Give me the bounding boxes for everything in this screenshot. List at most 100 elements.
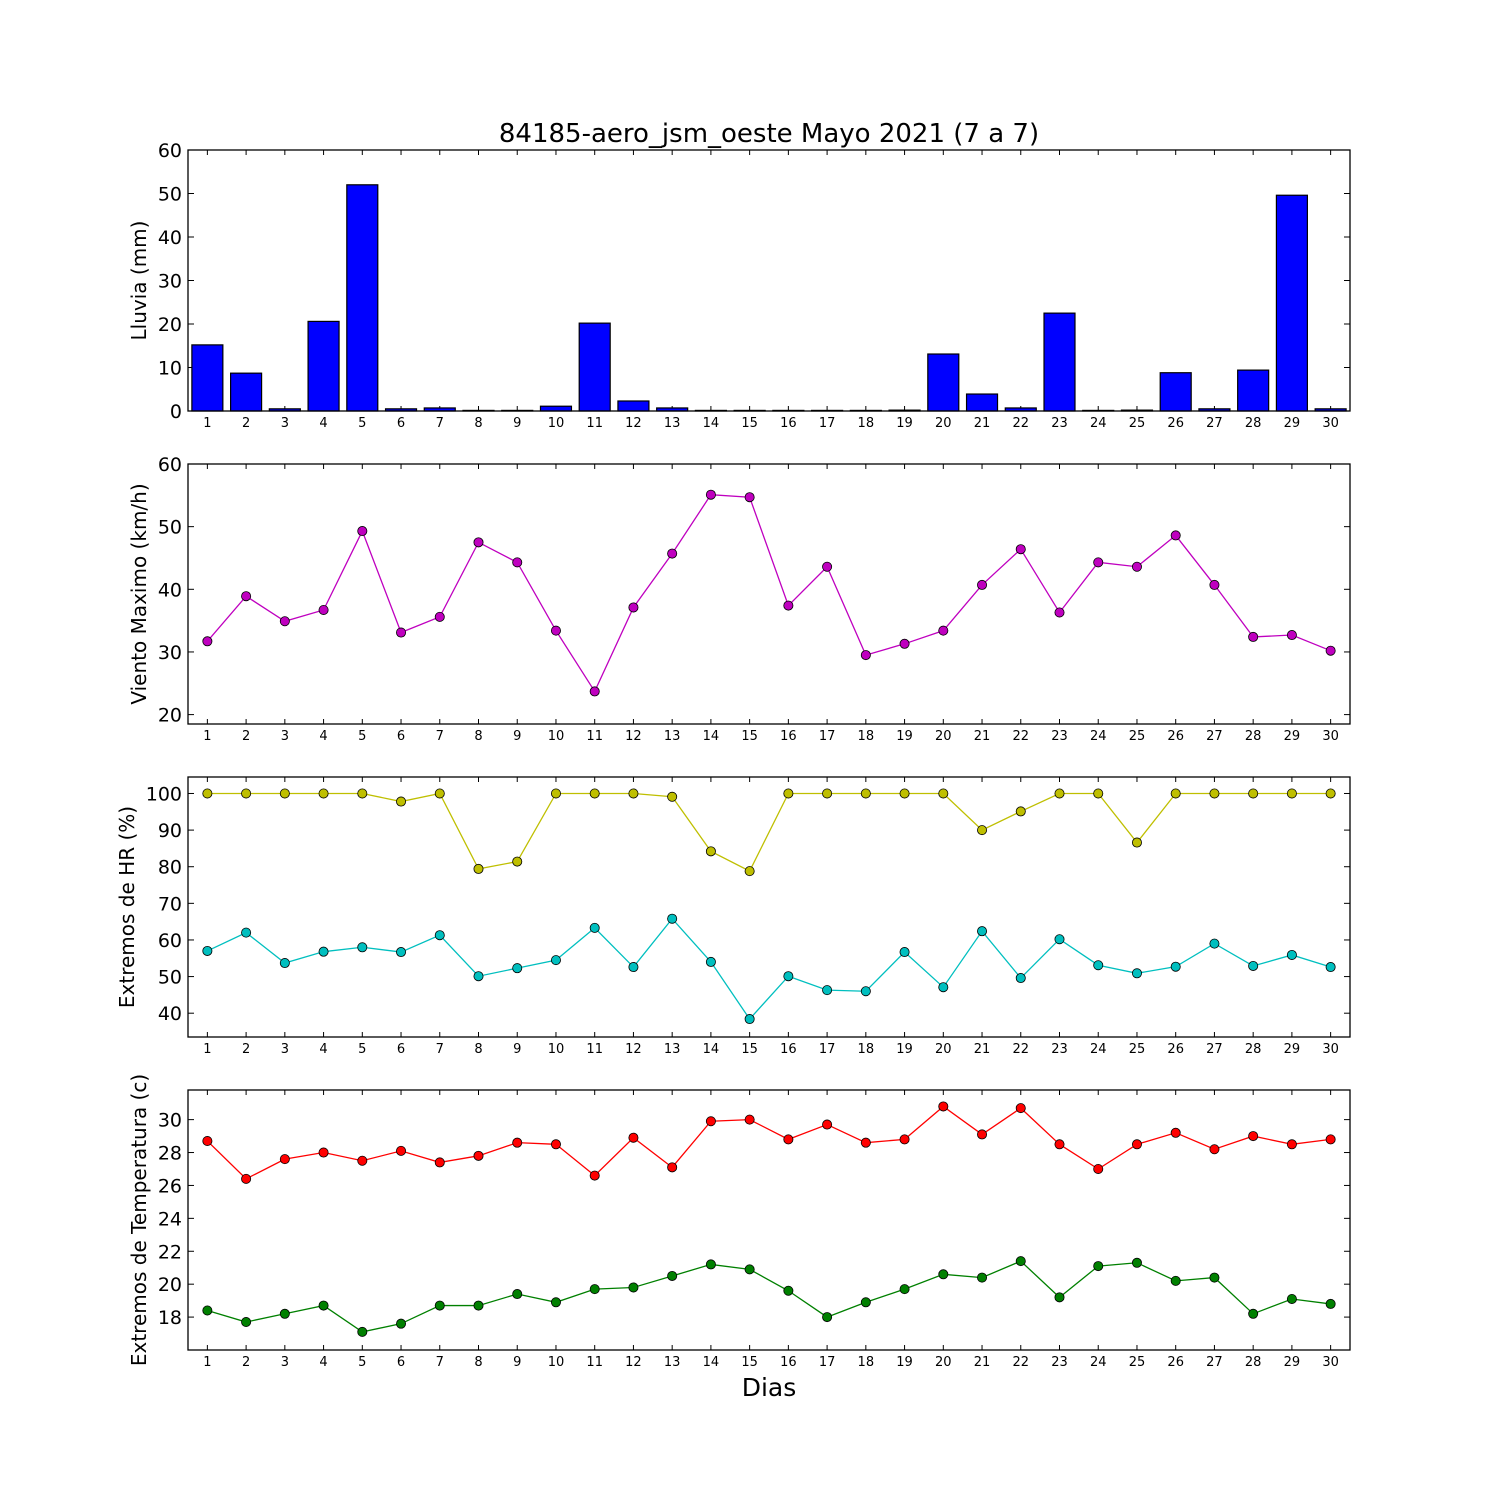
temperature-ytick-label: 18 bbox=[158, 1307, 182, 1329]
wind-ytick-label: 60 bbox=[158, 454, 182, 476]
temperature-xtick-label: 18 bbox=[858, 1355, 875, 1370]
humidity-xtick-label: 11 bbox=[586, 1042, 603, 1057]
wind-xtick-label: 23 bbox=[1051, 729, 1068, 744]
temperature-axes-frame bbox=[187, 1089, 1351, 1351]
humidity-series-1-point bbox=[357, 942, 368, 953]
temperature-series-0-point bbox=[822, 1119, 833, 1130]
temperature-xtick-label: 15 bbox=[741, 1355, 758, 1370]
wind-xtick-label: 14 bbox=[703, 729, 720, 744]
wind-ytick-label: 30 bbox=[158, 642, 182, 664]
temperature-series-1-point bbox=[1286, 1293, 1297, 1304]
humidity-ytick-label: 100 bbox=[146, 783, 182, 805]
temperature-y-axis-label: Extremos de Temperatura (c) bbox=[127, 1074, 151, 1366]
humidity-series-1-point bbox=[512, 963, 523, 974]
rain-bar bbox=[307, 320, 340, 412]
rain-xtick-label: 3 bbox=[281, 416, 289, 431]
wind-series-0-point bbox=[318, 604, 329, 615]
wind-series-0-point bbox=[357, 526, 368, 537]
humidity-series-1-point bbox=[667, 913, 678, 924]
temperature-series-0-point bbox=[1093, 1163, 1104, 1174]
humidity-xtick-label: 26 bbox=[1167, 1042, 1184, 1057]
wind-series-0-point bbox=[1170, 530, 1181, 541]
humidity-xtick-label: 5 bbox=[358, 1042, 366, 1057]
wind-xtick-label: 25 bbox=[1129, 729, 1146, 744]
rain-xtick-label: 7 bbox=[436, 416, 444, 431]
wind-xtick-label: 21 bbox=[974, 729, 991, 744]
wind-xtick-label: 11 bbox=[586, 729, 603, 744]
wind-ytick-label: 50 bbox=[158, 517, 182, 539]
temperature-series-1-point bbox=[1093, 1261, 1104, 1272]
humidity-series-1-line bbox=[207, 917, 1331, 1021]
humidity-xtick-label: 27 bbox=[1206, 1042, 1223, 1057]
wind-xtick-label: 27 bbox=[1206, 729, 1223, 744]
humidity-xtick-label: 15 bbox=[741, 1042, 758, 1057]
wind-xtick-label: 10 bbox=[548, 729, 565, 744]
humidity-xtick-label: 16 bbox=[780, 1042, 797, 1057]
rain-xtick-label: 30 bbox=[1322, 416, 1339, 431]
humidity-series-0-point bbox=[396, 796, 407, 807]
humidity-xtick-label: 23 bbox=[1051, 1042, 1068, 1057]
humidity-series-0-point bbox=[705, 846, 716, 857]
temperature-series-1-point bbox=[1131, 1257, 1142, 1268]
humidity-series-0-point bbox=[860, 788, 871, 799]
humidity-series-1-point bbox=[860, 986, 871, 997]
humidity-ytick-label: 70 bbox=[158, 893, 182, 915]
temperature-series-0-point bbox=[977, 1129, 988, 1140]
humidity-series-0-point bbox=[550, 788, 561, 799]
temperature-series-0-point bbox=[241, 1173, 252, 1184]
wind-series-0-point bbox=[705, 489, 716, 500]
wind-series-0-point bbox=[1015, 544, 1026, 555]
rain-bar bbox=[1275, 194, 1308, 412]
rain-bar bbox=[346, 184, 379, 412]
temperature-series-0-line bbox=[206, 1105, 1331, 1180]
temperature-series-0-point bbox=[550, 1139, 561, 1150]
humidity-xtick-label: 6 bbox=[397, 1042, 405, 1057]
wind-series-0-point bbox=[589, 686, 600, 697]
humidity-series-1-point bbox=[1170, 961, 1181, 972]
rain-xtick-label: 13 bbox=[664, 416, 681, 431]
wind-series-0-point bbox=[434, 611, 445, 622]
humidity-series-1-point bbox=[1131, 968, 1142, 979]
humidity-series-1-point bbox=[783, 971, 794, 982]
temperature-xtick-label: 1 bbox=[203, 1355, 211, 1370]
rain-xtick-label: 20 bbox=[935, 416, 952, 431]
temperature-series-0-point bbox=[1015, 1103, 1026, 1114]
temperature-xtick-label: 27 bbox=[1206, 1355, 1223, 1370]
humidity-series-1-point bbox=[1325, 962, 1336, 973]
temperature-series-0-point bbox=[512, 1137, 523, 1148]
rain-xtick-label: 19 bbox=[896, 416, 913, 431]
temperature-xtick-label: 16 bbox=[780, 1355, 797, 1370]
humidity-series-0-point bbox=[1093, 788, 1104, 799]
humidity-series-1-point bbox=[938, 982, 949, 993]
rain-bar bbox=[927, 353, 960, 412]
humidity-series-1-point bbox=[589, 922, 600, 933]
wind-series-0-point bbox=[977, 579, 988, 590]
humidity-xtick-label: 13 bbox=[664, 1042, 681, 1057]
rain-ytick-label: 40 bbox=[158, 227, 182, 249]
wind-series-0-point bbox=[1131, 561, 1142, 572]
humidity-series-0-point bbox=[357, 788, 368, 799]
humidity-axes-frame bbox=[187, 776, 1351, 1038]
temperature-series-1-line bbox=[207, 1260, 1331, 1333]
rain-xtick-label: 18 bbox=[858, 416, 875, 431]
temperature-series-0-point bbox=[744, 1114, 755, 1125]
rain-xtick-label: 5 bbox=[358, 416, 366, 431]
humidity-series-0-point bbox=[1248, 788, 1259, 799]
temperature-xtick-label: 19 bbox=[896, 1355, 913, 1370]
humidity-series-1-point bbox=[396, 947, 407, 958]
temperature-series-1-point bbox=[667, 1270, 678, 1281]
humidity-series-1-point bbox=[744, 1014, 755, 1025]
temperature-xtick-label: 23 bbox=[1051, 1355, 1068, 1370]
humidity-series-1-point bbox=[434, 930, 445, 941]
humidity-series-0-point bbox=[589, 788, 600, 799]
wind-xtick-label: 17 bbox=[819, 729, 836, 744]
wind-series-0-point bbox=[1286, 630, 1297, 641]
humidity-series-1-point bbox=[1015, 973, 1026, 984]
temperature-series-1-point bbox=[1248, 1308, 1259, 1319]
temperature-series-1-point bbox=[202, 1305, 213, 1316]
